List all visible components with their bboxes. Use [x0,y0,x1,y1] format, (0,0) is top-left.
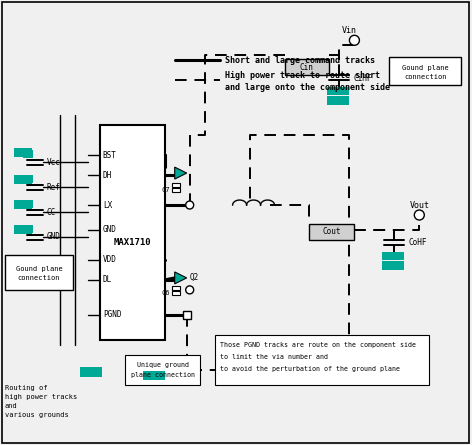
Bar [215,335,430,385]
Text: connection: connection [404,74,447,80]
Circle shape [349,35,359,45]
Text: CiHF: CiHF [354,74,372,83]
Text: LX: LX [103,201,112,210]
Text: Those PGND tracks are route on the component side: Those PGND tracks are route on the compo… [219,342,416,348]
Text: connection: connection [17,275,60,281]
Text: C6: C6 [162,290,170,296]
Text: various grounds: various grounds [5,412,69,418]
Text: plane connection: plane connection [131,372,195,378]
Bar [172,291,180,295]
Bar [14,175,32,184]
Text: GND: GND [103,226,117,235]
Bar [328,96,349,105]
Text: MAX1710: MAX1710 [113,238,151,247]
Bar [143,371,165,380]
Bar [14,225,32,234]
Text: Vcc: Vcc [47,158,61,166]
Text: VDD: VDD [103,255,117,264]
Text: to limit the via number and: to limit the via number and [219,354,328,360]
Circle shape [185,201,194,209]
Text: DL: DL [103,275,112,284]
Bar [100,125,165,340]
Text: Gound plane: Gound plane [16,266,62,272]
Text: Unique ground: Unique ground [137,362,189,368]
Bar [389,57,461,85]
Bar [382,252,405,260]
Bar [382,261,405,270]
Text: high power tracks: high power tracks [5,394,77,400]
Text: C7: C7 [162,187,170,193]
Circle shape [414,210,424,220]
Text: CC: CC [47,207,56,217]
Bar [23,175,33,183]
Text: Short and large command tracks: Short and large command tracks [225,56,375,65]
Bar [5,255,73,290]
Text: Cin: Cin [300,63,313,72]
Bar [23,225,33,233]
Bar [80,367,102,377]
Text: Ref: Ref [47,182,61,191]
Text: to avoid the perturbation of the ground plane: to avoid the perturbation of the ground … [219,366,400,372]
Text: Vout: Vout [409,201,430,210]
Polygon shape [175,272,187,284]
Bar [23,200,33,208]
Text: and large onto the component side: and large onto the component side [225,83,389,92]
Bar [310,224,354,240]
Bar [172,286,180,290]
Text: DH: DH [103,170,112,180]
Bar [328,87,349,95]
Bar [183,311,191,319]
Bar [285,59,329,75]
Text: GND: GND [47,232,61,242]
Bar [14,148,32,157]
Bar [172,188,180,192]
Text: High power track to route short: High power track to route short [225,71,379,80]
Text: Cout: Cout [322,227,341,236]
Text: PGND: PGND [103,310,121,320]
Bar [125,355,200,385]
Text: and: and [5,403,18,409]
Text: CoHF: CoHF [408,239,427,247]
Text: Gound plane: Gound plane [402,65,449,71]
Text: BST: BST [103,150,117,160]
Text: Routing of: Routing of [5,385,48,391]
Circle shape [185,286,194,294]
Bar [23,150,33,158]
Text: Q2: Q2 [190,273,199,283]
Bar [172,183,180,187]
Text: Vin: Vin [342,26,357,35]
Polygon shape [175,167,187,179]
Bar [14,200,32,209]
